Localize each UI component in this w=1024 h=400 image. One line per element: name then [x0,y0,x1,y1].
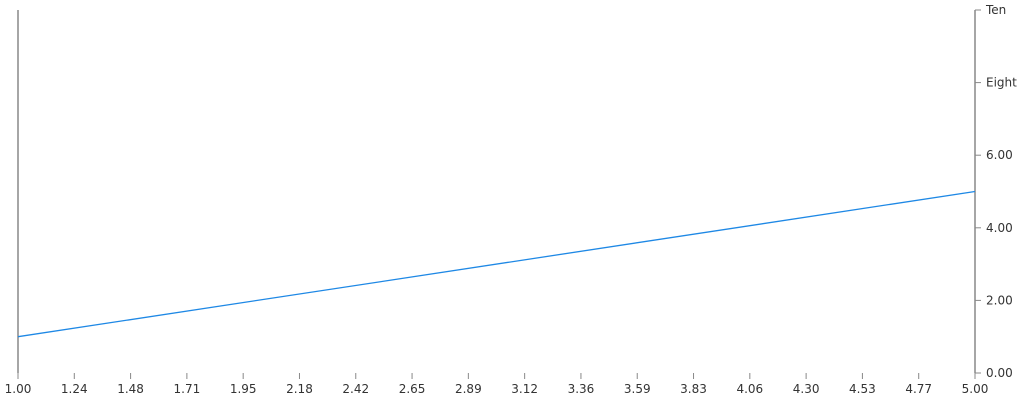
series-line [17,190,976,338]
y-tick-label: 0.00 [986,366,1013,380]
x-tick-label: 2.89 [455,382,482,396]
x-tick-label: 4.30 [793,382,820,396]
x-tick-label: 1.24 [61,382,88,396]
y-tick-label: 2.00 [986,293,1013,307]
x-tick-label: 3.83 [680,382,707,396]
x-tick-label: 1.48 [117,382,144,396]
x-tick-label: 4.06 [736,382,763,396]
y-tick-label: Ten [985,3,1006,17]
y-tick-label: Eight [986,76,1017,90]
x-tick-label: 1.95 [230,382,257,396]
x-tick-label: 2.65 [399,382,426,396]
x-tick-label: 1.00 [5,382,32,396]
x-tick-label: 4.53 [849,382,876,396]
y-tick-label: 4.00 [986,221,1013,235]
x-tick-label: 4.77 [905,382,932,396]
x-tick-label: 3.59 [624,382,651,396]
y-tick-label: 6.00 [986,148,1013,162]
x-tick-label: 1.71 [174,382,201,396]
x-tick-label: 2.18 [286,382,313,396]
x-tick-label: 5.00 [962,382,989,396]
x-tick-label: 3.12 [511,382,538,396]
x-tick-label: 2.42 [342,382,369,396]
x-tick-label: 3.36 [568,382,595,396]
